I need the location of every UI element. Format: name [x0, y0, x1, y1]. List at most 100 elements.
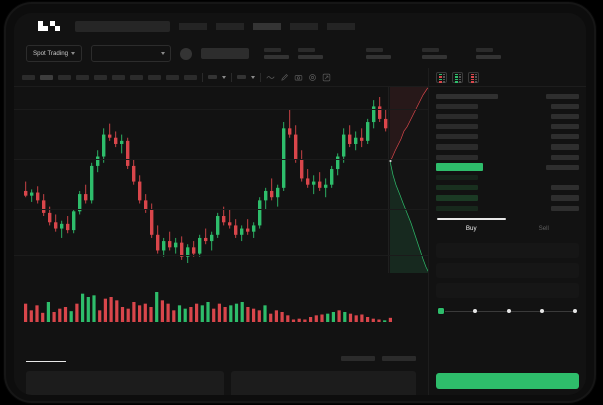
wave-icon[interactable]	[266, 73, 275, 82]
pair-selector[interactable]	[91, 45, 172, 62]
slider-node-25[interactable]	[473, 309, 478, 313]
order-side-tabs: Buy Sell	[435, 218, 580, 238]
orderbook-ask-row-0[interactable]	[436, 91, 579, 101]
submit-buy-button[interactable]	[436, 373, 579, 389]
gear-icon[interactable]	[308, 73, 317, 82]
timeframe-2[interactable]	[40, 74, 53, 80]
timeframe-5[interactable]	[94, 74, 107, 80]
stat-change	[264, 48, 290, 59]
orderbook-price	[551, 134, 579, 140]
coin-avatar	[180, 47, 193, 60]
orderbook-price	[551, 154, 579, 160]
orderbook-asks-icon[interactable]	[468, 71, 479, 83]
nav-item-3[interactable]	[253, 22, 281, 30]
timeframe-4[interactable]	[76, 74, 89, 80]
orderbook-ask-row-6[interactable]	[436, 152, 579, 162]
orderbook-price	[546, 93, 579, 99]
orderbook-amount	[436, 124, 478, 130]
orderbook-ask-row-1[interactable]	[436, 101, 579, 111]
orders-panel-left[interactable]	[26, 371, 224, 395]
orderbook-price	[551, 113, 579, 120]
order-price-field[interactable]	[436, 243, 579, 258]
orderbook-amount	[436, 103, 478, 109]
orderbook-amount	[436, 195, 478, 201]
chart-toolbar	[14, 68, 428, 87]
order-amount-field[interactable]	[436, 263, 579, 278]
candlestick-chart[interactable]	[14, 87, 428, 286]
timeframe-10[interactable]	[184, 74, 197, 80]
candlestick-series	[24, 97, 394, 263]
orderbook-amount	[436, 93, 498, 99]
timeframe-7[interactable]	[130, 74, 143, 80]
orderbook-ask-row-5[interactable]	[436, 142, 579, 152]
orderbook-price	[551, 205, 579, 211]
orderbook-price	[551, 195, 579, 201]
timeframe-1[interactable]	[22, 74, 35, 80]
timeframe-3[interactable]	[58, 74, 71, 80]
stat-volume-quote	[476, 48, 502, 59]
indicator-dropdown-label[interactable]	[208, 75, 217, 79]
orderbook-price	[551, 144, 579, 150]
orderbook-ask-row-2[interactable]	[436, 111, 579, 121]
orderbook-bid-row-1[interactable]	[436, 183, 579, 193]
nav-item-4[interactable]	[290, 22, 318, 30]
orderbook-bid-row-0[interactable]	[436, 173, 579, 183]
nav-item-1[interactable]	[179, 22, 207, 30]
orderbook-amount	[436, 113, 478, 120]
camera-icon[interactable]	[294, 73, 303, 82]
orderbook-amount	[436, 154, 478, 160]
chart-gridline-0	[14, 109, 428, 110]
orderbook-spread-row[interactable]	[436, 162, 579, 172]
slider-node-0[interactable]	[438, 308, 444, 314]
orderbook-both-icon[interactable]	[436, 71, 447, 83]
orderbook-rows[interactable]	[429, 87, 586, 217]
orderbook-ask-row-4[interactable]	[436, 132, 579, 142]
okx-logo[interactable]	[26, 21, 60, 31]
pencil-icon[interactable]	[280, 73, 289, 82]
timeframe-8[interactable]	[148, 74, 161, 80]
chart-column	[14, 68, 428, 395]
orderbook-bids-icon[interactable]	[452, 71, 463, 83]
stat-low	[366, 48, 392, 59]
slider-nodes	[438, 308, 577, 314]
chevron-down-icon[interactable]	[251, 75, 255, 79]
orderbook-bid-row-2[interactable]	[436, 193, 579, 203]
timeframe-9[interactable]	[166, 74, 179, 80]
nav-item-5[interactable]	[327, 22, 355, 30]
orders-action-1[interactable]	[341, 355, 375, 361]
chart-gridline-3	[14, 255, 428, 256]
orderbook-ask-row-3[interactable]	[436, 122, 579, 132]
toolbar-divider	[260, 72, 261, 82]
tab-sell[interactable]: Sell	[538, 225, 549, 232]
orderbook-column: Buy Sell	[428, 68, 586, 395]
order-amount-slider[interactable]	[438, 305, 577, 317]
chevron-down-icon	[71, 52, 76, 55]
market-bar: Spot Trading	[14, 39, 586, 68]
nav-item-2[interactable]	[216, 22, 244, 30]
orderbook-amount	[436, 144, 478, 150]
orders-tab-actions	[341, 355, 416, 361]
market-depth-overlay[interactable]	[388, 87, 428, 273]
chevron-down-icon[interactable]	[222, 75, 226, 79]
charttype-dropdown-label[interactable]	[237, 75, 246, 79]
orderbook-amount	[436, 134, 478, 140]
orderbook-bid-row-3[interactable]	[436, 203, 579, 213]
slider-node-100[interactable]	[573, 309, 577, 313]
chart-gridline-2	[14, 209, 428, 210]
logo-mark-k	[38, 21, 48, 31]
trading-mode-button[interactable]: Spot Trading	[26, 45, 83, 62]
tab-buy[interactable]: Buy	[435, 218, 508, 238]
timeframe-6[interactable]	[112, 74, 125, 80]
chart-gridline-1	[14, 159, 428, 160]
orders-panel-right[interactable]	[231, 371, 416, 395]
slider-node-75[interactable]	[539, 309, 544, 313]
stat-volume-base	[422, 48, 448, 59]
slider-node-50[interactable]	[506, 309, 511, 313]
orders-action-2[interactable]	[382, 355, 416, 361]
stat-high	[298, 48, 324, 59]
expand-icon[interactable]	[322, 73, 331, 82]
chevron-down-icon	[161, 52, 166, 55]
search-input[interactable]	[75, 20, 170, 32]
orders-tabs	[14, 348, 428, 368]
order-total-field[interactable]	[436, 283, 579, 298]
